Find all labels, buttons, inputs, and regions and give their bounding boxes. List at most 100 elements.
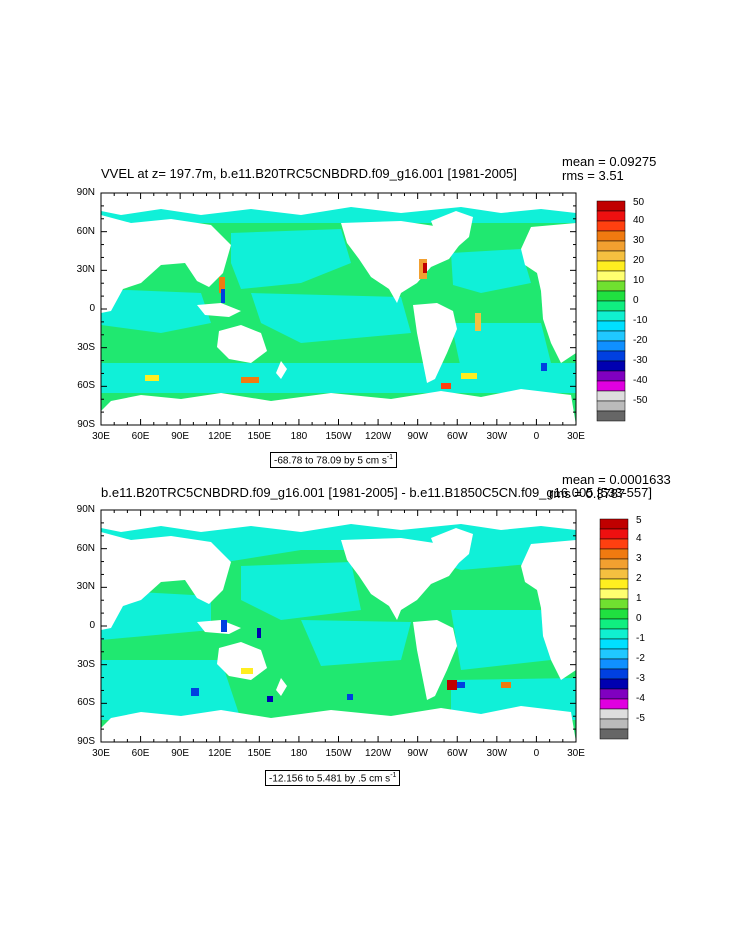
colorbar-label: 40 [633,215,645,226]
colorbar-1 [596,200,626,422]
colorbar-swatch [596,200,626,212]
colorbar-swatch [596,230,626,242]
colorbar-label: -5 [636,713,645,724]
lon-label: 150W [325,431,352,442]
colorbar-swatch [599,668,629,680]
colorbar-swatch [596,290,626,302]
panel-2-title: b.e11.B20TRC5CNBDRD.f09_g16.001 [1981-20… [101,485,652,500]
colorbar-swatch [599,708,629,720]
colorbar-label: 0 [633,295,639,306]
colorbar-label: 10 [633,275,645,286]
colorbar-label: 30 [633,235,645,246]
lon-label: 120E [208,748,232,759]
lat-label: 0 [89,303,95,314]
map-panel-1 [100,192,577,426]
lon-label: 150W [325,748,352,759]
lon-label: 150E [247,748,271,759]
lon-label: 30E [567,748,585,759]
colorbar-swatch [596,280,626,292]
lon-label: 90E [171,431,190,442]
colorbar-swatch [596,330,626,342]
lon-label: 60W [446,431,468,442]
colorbar-swatch [596,210,626,222]
colorbar-swatch [596,310,626,322]
lon-label: 120E [208,431,232,442]
lat-label: 60N [76,542,95,554]
panel-1-range-box: -68.78 to 78.09 by 5 cm s-1 [270,452,398,469]
colorbar-swatch [599,648,629,660]
lat-label: 90N [76,504,95,515]
lon-label: 60W [446,748,468,759]
lat-label: 90N [76,187,95,198]
colorbar-swatch [599,618,629,630]
lat-label: 0 [89,620,95,631]
colorbar-swatch [599,558,629,570]
lat-label: 90S [77,736,95,747]
panel-2-range-box: -12.156 to 5.481 by .5 cm s-1 [265,770,401,787]
colorbar-swatch [599,688,629,700]
panel-2-range-text: -12.156 to 5.481 by .5 cm s [269,773,391,785]
panel-2-mean: mean = 0.0001633 [562,472,671,487]
panel-2-range-exponent: -1 [390,772,397,779]
lon-label: 30W [486,748,508,759]
colorbar-swatch [596,220,626,232]
lon-label: 60E [131,748,150,759]
colorbar-swatch [599,718,629,730]
colorbar-swatch [599,548,629,560]
colorbar-swatch [599,608,629,620]
lat-label: 30S [77,341,95,353]
lon-label: 30W [486,431,508,442]
colorbar-label: 50 [633,197,645,208]
colorbar-swatch [599,678,629,690]
lat-label: 30N [76,581,95,593]
anomaly-speckles [145,259,547,389]
lon-label: 180 [290,748,308,759]
colorbar-swatch [599,628,629,640]
colorbar-label: 5 [636,515,642,526]
colorbar-swatch [599,658,629,670]
colorbar-swatch [599,698,629,710]
colorbar-label: 1 [636,593,642,604]
colorbar-swatch [599,638,629,650]
panel-1-title: VVEL at z= 197.7m, b.e11.B20TRC5CNBDRD.f… [101,166,517,181]
lon-label: 0 [533,431,540,442]
colorbar-label: -40 [633,375,648,386]
lat-label: 90S [77,419,95,430]
lon-label: 30E [567,431,585,442]
colorbar-swatch [596,360,626,372]
lon-label: 90E [171,748,190,759]
colorbar-label: -1 [636,633,645,644]
colorbar-2 [599,518,629,740]
colorbar-swatch [599,588,629,600]
lat-label: 60S [77,380,95,392]
colorbar-swatch [599,578,629,590]
panel-1-rms: rms = 3.51 [562,168,624,183]
colorbar-swatch [599,598,629,610]
colorbar-swatch [596,390,626,402]
colorbar-swatch [596,240,626,252]
colorbar-label: 0 [636,613,642,624]
colorbar-label: 3 [636,553,642,564]
colorbar-swatch [599,568,629,580]
colorbar-swatch [596,260,626,272]
colorbar-swatch [596,370,626,382]
lon-label: 90W [407,748,428,759]
colorbar-swatch [596,300,626,312]
colorbar-label: 2 [636,573,642,584]
panel-1-mean: mean = 0.09275 [562,154,657,169]
panel-1-range-text: -68.78 to 78.09 by 5 cm s [274,455,387,467]
map-panel-2 [100,509,577,743]
colorbar-swatch [596,340,626,352]
colorbar-swatch [596,410,626,422]
panel-1-range-exponent: -1 [386,454,394,461]
colorbar-swatch [596,270,626,282]
colorbar-swatch [599,538,629,550]
lon-label: 120W [365,748,392,759]
colorbar-label: -50 [633,395,648,406]
colorbar-swatch [596,350,626,362]
colorbar-swatch [596,400,626,412]
lon-label: 30E [92,748,110,759]
colorbar-swatch [599,728,629,740]
colorbar-label: -10 [633,315,648,326]
